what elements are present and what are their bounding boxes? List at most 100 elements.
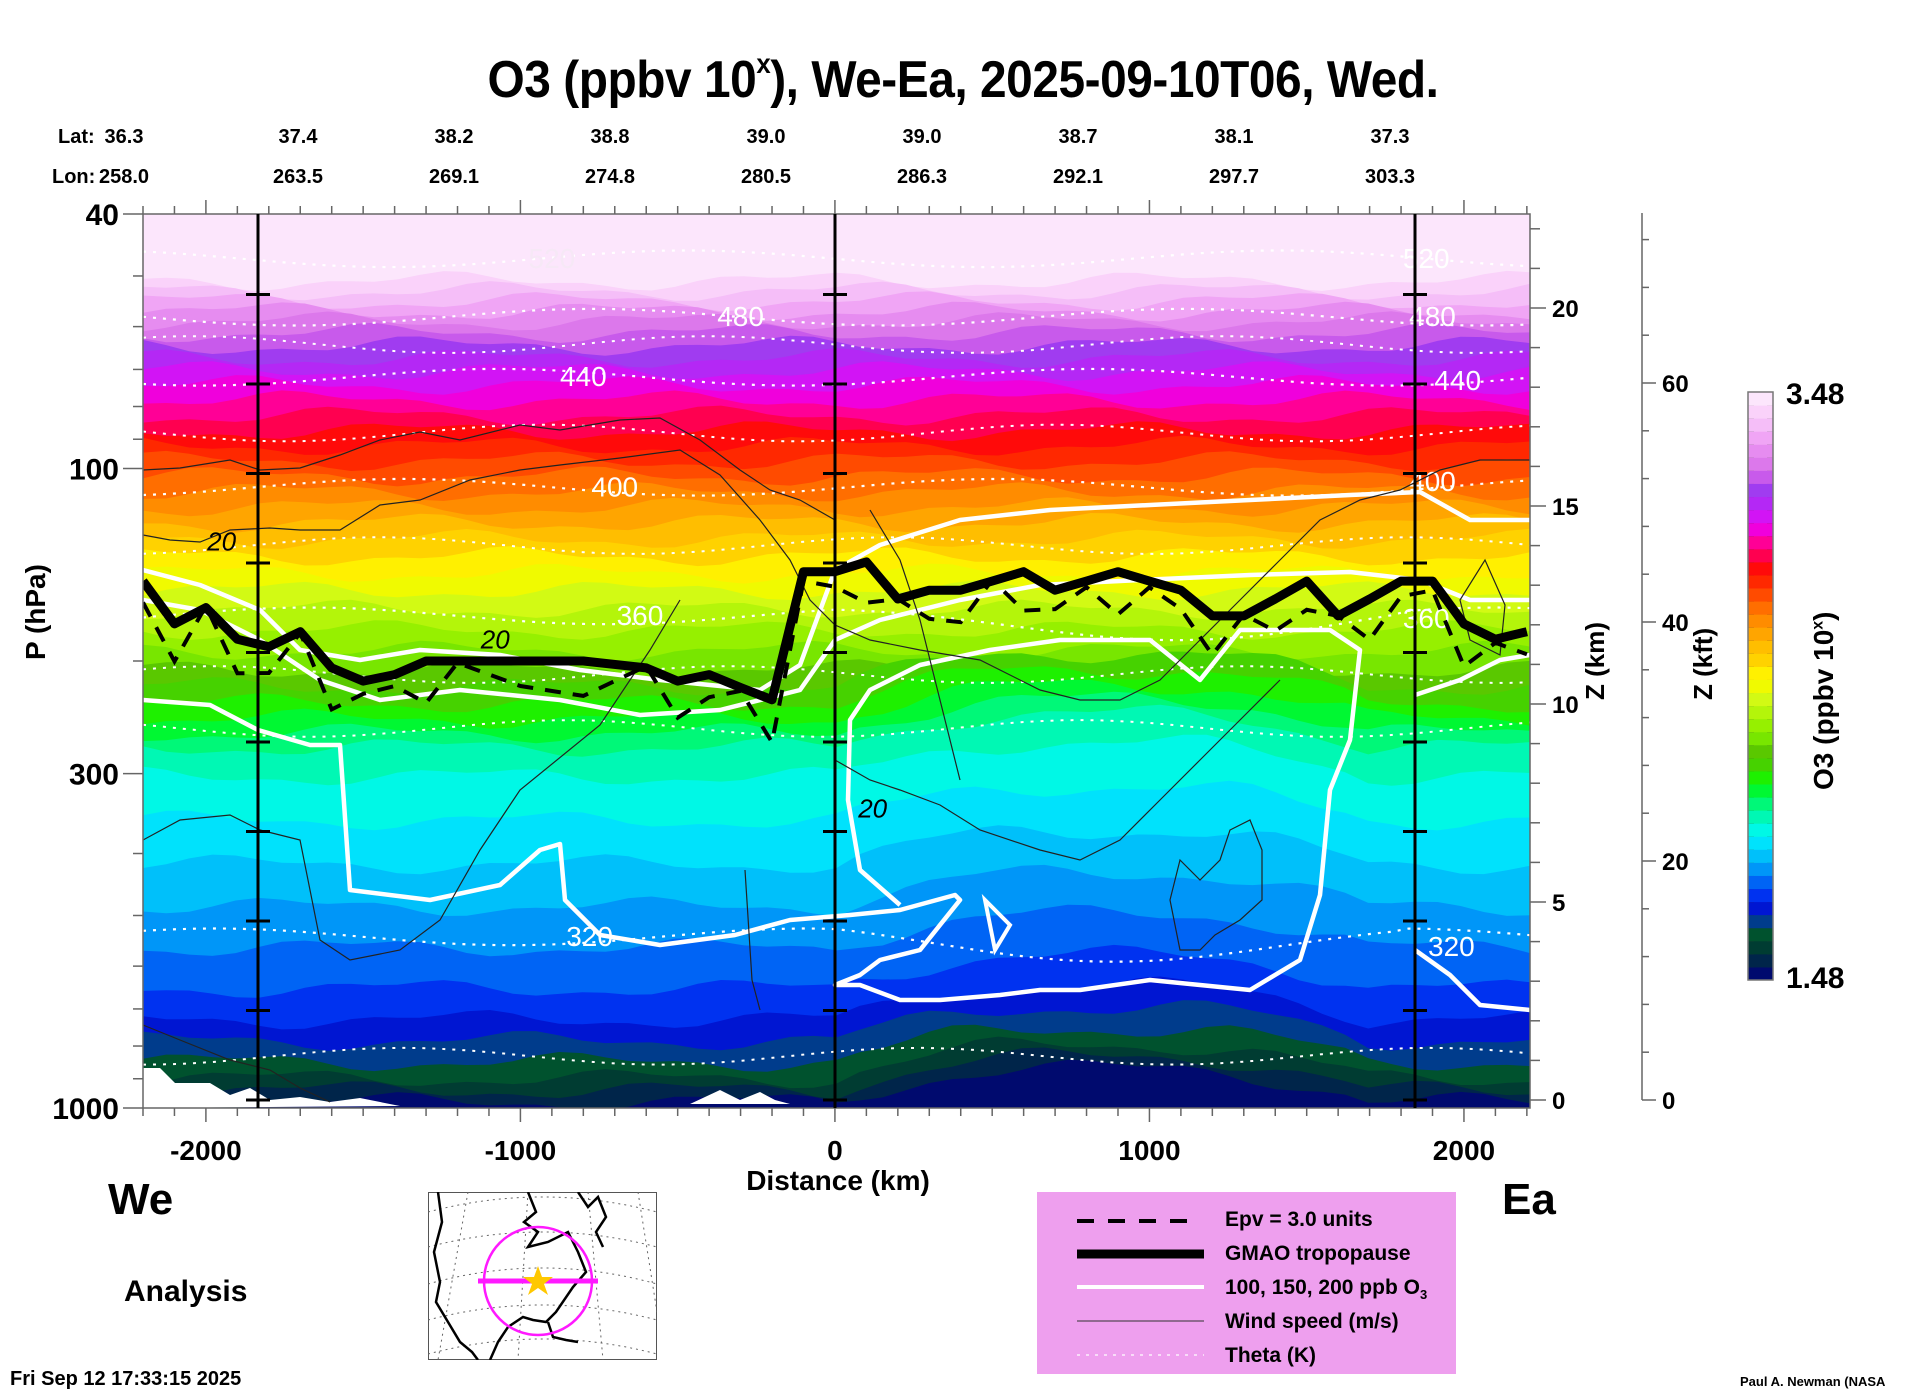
wind-contour [1169, 819, 1263, 951]
o3-contour [981, 893, 1013, 956]
colorbar-title: O3 (ppbv 10x) [1808, 611, 1839, 791]
z-kft-axis-title: Z (kft) [1688, 627, 1718, 700]
lon-value: 303.3 [1364, 166, 1416, 188]
theta-contour [143, 249, 1530, 269]
legend: Epv = 3.0 units GMAO tropopause 100, 150… [1037, 1192, 1456, 1374]
colorbar-swatch [1748, 392, 1773, 406]
theta-label: 480 [1409, 301, 1456, 332]
theta-label: 320 [1428, 931, 1475, 962]
z-kft-tick-label: 40 [1662, 610, 1689, 637]
lat-value: 39.0 [902, 126, 942, 148]
y-tick-label: 100 [69, 453, 119, 486]
colorbar-swatch [1748, 784, 1773, 798]
theta-contour [143, 536, 1530, 555]
colorbar-swatch [1748, 862, 1773, 876]
theta-contour [143, 477, 1530, 497]
colorbar-swatch [1748, 718, 1773, 733]
colorbar-swatch [1748, 901, 1773, 916]
theta-contour [143, 307, 1530, 327]
x-tick-label: 2000 [1433, 1135, 1495, 1166]
lat-value: 37.4 [278, 126, 318, 148]
o3-contour [1414, 652, 1530, 698]
theta-contour [143, 335, 1530, 354]
colorbar-swatch [1748, 522, 1773, 537]
colorbar-swatch [1748, 640, 1773, 654]
colorbar-swatch [1748, 627, 1773, 641]
theta-contour [143, 423, 1530, 443]
lon-label: Lon: [52, 166, 96, 188]
colorbar-swatch [1748, 418, 1773, 432]
colorbar-swatch [1748, 601, 1773, 615]
legend-item-wind: Wind speed (m/s) [1077, 1310, 1399, 1333]
theta-label: 360 [1403, 603, 1450, 634]
z-km-tick-label: 20 [1552, 296, 1579, 323]
colorbar-swatch [1748, 679, 1773, 694]
colorbar-swatch [1748, 666, 1773, 680]
colorbar-swatch [1748, 496, 1773, 511]
colorbar-swatch [1748, 849, 1773, 863]
analysis-label: Analysis [124, 1275, 248, 1308]
west-label: We [108, 1175, 174, 1224]
wind-contour [869, 509, 961, 781]
wind-contour [834, 679, 1281, 861]
ozone-band [143, 1059, 1530, 1108]
lon-value: 263.5 [272, 166, 324, 188]
colorbar-swatch [1748, 614, 1773, 628]
wind-contour [1459, 558, 1506, 656]
legend-item-theta: Theta (K) [1077, 1344, 1316, 1367]
lat-value: 38.1 [1214, 126, 1254, 148]
colorbar-swatch [1748, 875, 1773, 890]
colorbar-frame [1747, 391, 1774, 981]
colorbar-swatch [1748, 953, 1773, 968]
wind-label: 20 [206, 526, 236, 556]
wind-label: 20 [857, 793, 887, 823]
lat-value: 37.3 [1370, 126, 1410, 148]
x-tick-label: -2000 [170, 1135, 242, 1166]
theta-label: 520 [529, 243, 576, 274]
z-kft-tick-label: 0 [1662, 1088, 1675, 1115]
y-tick-label: 40 [86, 199, 119, 232]
x-tick-label: 0 [827, 1135, 843, 1166]
lon-value: 258.0 [98, 166, 150, 188]
theta-label: 360 [617, 600, 664, 631]
colorbar [1747, 391, 1774, 981]
colorbar-swatch [1748, 914, 1773, 929]
lon-value: 292.1 [1052, 166, 1104, 188]
colorbar-swatch [1748, 535, 1773, 550]
colorbar-swatch [1748, 810, 1773, 824]
colorbar-swatch [1748, 470, 1773, 484]
coastlines [432, 1192, 608, 1360]
theta-label: 400 [591, 471, 638, 502]
z-km-tick-label: 15 [1552, 494, 1579, 521]
colorbar-swatch [1748, 483, 1773, 498]
colorbar-swatch [1748, 457, 1773, 471]
x-tick-label: -1000 [485, 1135, 557, 1166]
epv-contour [143, 576, 1528, 748]
legend-item-tropopause: GMAO tropopause [1077, 1242, 1411, 1265]
colorbar-swatch [1748, 836, 1773, 850]
z-km-tick-label: 0 [1552, 1088, 1565, 1115]
colorbar-min-label: 1.48 [1786, 962, 1845, 995]
theta-contour [143, 606, 1530, 642]
axes-layer: -2000 -1000 0 1000 2000 40 100 300 1000 0 5 10 15 20 0… [52, 199, 1688, 1166]
wind-contour [143, 417, 836, 521]
lat-value: 38.2 [434, 126, 474, 148]
colorbar-swatch [1748, 966, 1773, 981]
colorbar-swatch [1748, 431, 1773, 445]
lon-value: 297.7 [1208, 166, 1260, 188]
o3-contour [1413, 948, 1530, 1013]
o3-contour [143, 569, 1530, 718]
colorbar-max-label: 3.48 [1786, 378, 1845, 411]
tropopause-line [143, 557, 1528, 705]
colorbar-swatch [1748, 444, 1773, 458]
wind-contour [744, 869, 761, 1011]
lon-value: 269.1 [428, 166, 480, 188]
z-km-tick-label: 10 [1552, 692, 1579, 719]
x-tick-label: 1000 [1118, 1135, 1180, 1166]
colorbar-swatch [1748, 823, 1773, 837]
colorbar-swatch [1748, 744, 1773, 759]
legend-item-epv: Epv = 3.0 units [1077, 1208, 1373, 1231]
theta-label: 440 [1434, 365, 1481, 396]
theta-contour [143, 719, 1530, 738]
surface-mask [690, 1090, 790, 1104]
